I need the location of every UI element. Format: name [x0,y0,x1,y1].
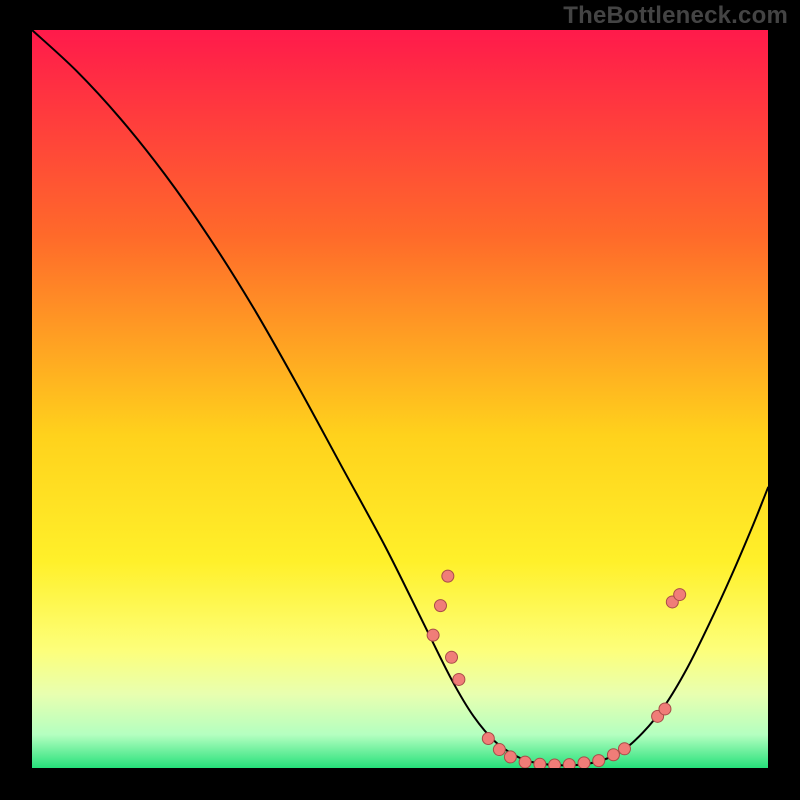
chart-frame: TheBottleneck.com [0,0,800,800]
data-marker [659,703,671,715]
data-marker [482,732,494,744]
data-marker [534,758,546,768]
data-marker [578,757,590,768]
data-marker [434,600,446,612]
data-marker [549,759,561,768]
gradient-curve-chart [32,30,768,768]
data-marker [618,743,630,755]
data-marker [563,759,575,768]
data-marker [446,651,458,663]
data-marker [519,756,531,768]
chart-background [32,30,768,768]
data-marker [674,589,686,601]
data-marker [427,629,439,641]
data-marker [593,755,605,767]
data-marker [493,744,505,756]
data-marker [607,749,619,761]
data-marker [442,570,454,582]
data-marker [504,751,516,763]
watermark-text: TheBottleneck.com [563,2,788,30]
data-marker [453,673,465,685]
